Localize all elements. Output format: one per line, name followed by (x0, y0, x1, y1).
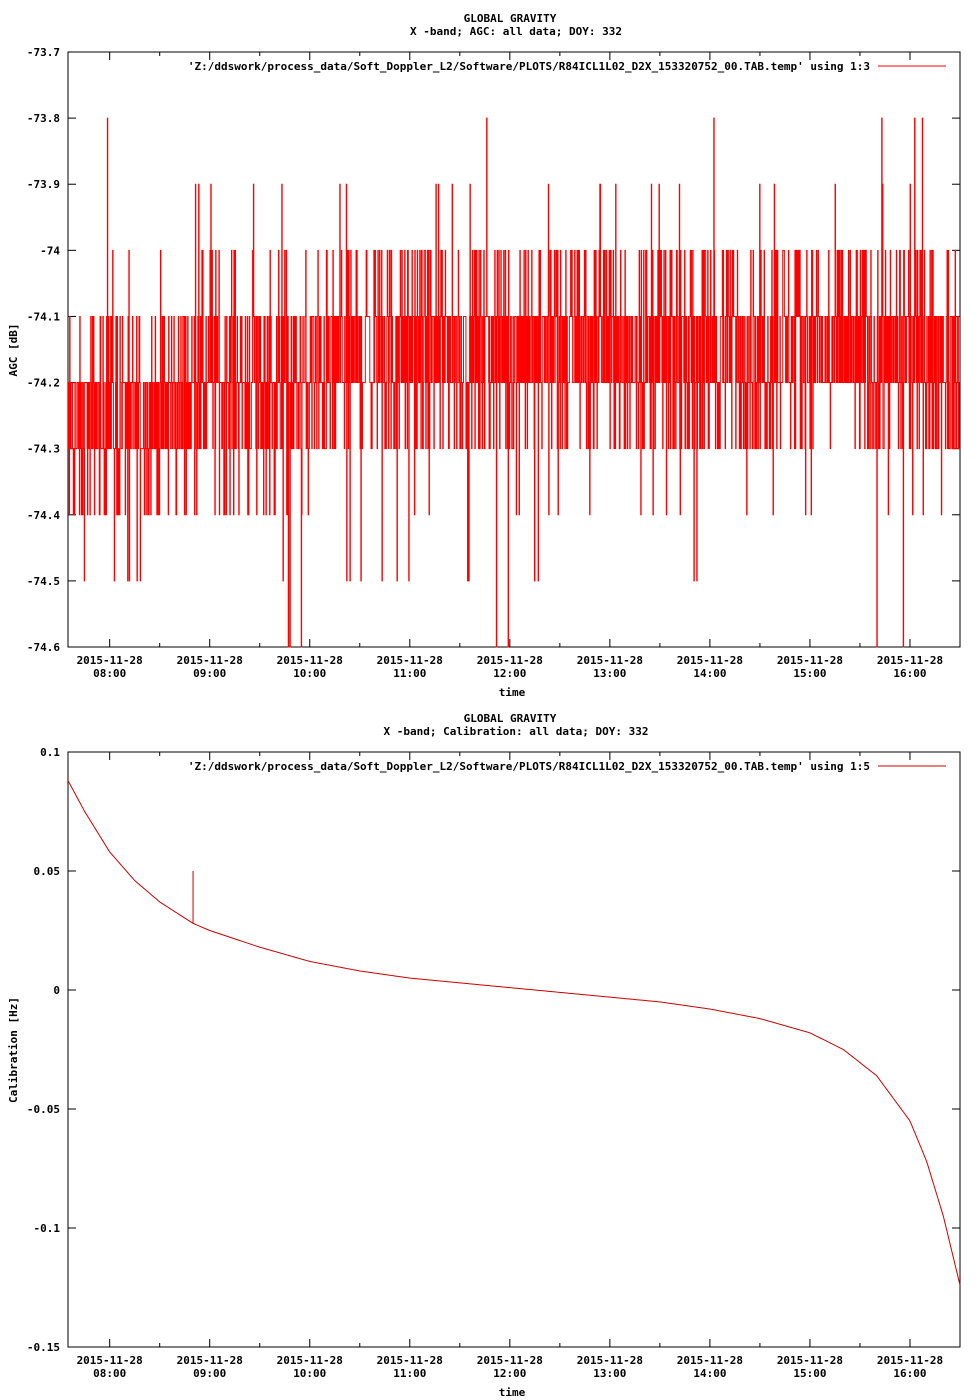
plot-area: -73.7 -73.8 -73.9 -74 -74.1 -74.2 -74.3 -74.4 -7… (27, 46, 961, 680)
x-tick-label-date: 2015-11-28 (277, 654, 343, 667)
x-tick-label-date: 2015-11-28 (177, 654, 243, 667)
chart-subtitle: X -band; Calibration: all data; DOY: 332 (384, 725, 649, 738)
chart-subtitle: X -band; AGC: all data; DOY: 332 (410, 25, 622, 38)
x-tick-label-time: 09:00 (193, 667, 226, 680)
plot-area: 0.10.050-0.05-0.1-0.152015-11-2808:00201… (27, 746, 961, 1380)
x-tick-label-date: 2015-11-28 (877, 1354, 943, 1367)
y-tick-label: -0.15 (27, 1341, 60, 1354)
x-tick-label-time: 11:00 (393, 667, 426, 680)
x-tick-label-date: 2015-11-28 (777, 654, 843, 667)
x-tick-label-date: 2015-11-28 (677, 1354, 743, 1367)
y-axis-label: AGC [dB] (7, 324, 20, 377)
x-tick-label-date: 2015-11-28 (377, 654, 443, 667)
calibration-chart: GLOBAL GRAVITY X -band; Calibration: all… (7, 712, 961, 1399)
x-tick-label-date: 2015-11-28 (77, 1354, 143, 1367)
x-tick-label-date: 2015-11-28 (377, 1354, 443, 1367)
x-axis-label: time (499, 686, 526, 699)
x-tick-label-time: 13:00 (593, 1367, 626, 1380)
x-tick-label-time: 08:00 (93, 1367, 126, 1380)
x-tick-label-date: 2015-11-28 (277, 1354, 343, 1367)
y-tick-label: -74.5 (27, 575, 60, 588)
x-tick-label-time: 16:00 (893, 1367, 926, 1380)
x-tick-label-date: 2015-11-28 (777, 1354, 843, 1367)
x-tick-label-time: 10:00 (293, 1367, 326, 1380)
legend-entry: 'Z:/ddswork/process_data/Soft_Doppler_L2… (188, 60, 870, 73)
plot-frame (67, 51, 961, 648)
agc-chart: GLOBAL GRAVITY X -band; AGC: all data; D… (7, 12, 961, 699)
series-line-agc (67, 117, 960, 648)
y-axis-label: Calibration [Hz] (7, 997, 20, 1103)
y-tick-label: -0.1 (34, 1222, 61, 1235)
x-tick-label-date: 2015-11-28 (477, 654, 543, 667)
y-tick-label: -74.3 (27, 443, 60, 456)
legend-entry: 'Z:/ddswork/process_data/Soft_Doppler_L2… (188, 760, 870, 773)
chart-title: GLOBAL GRAVITY (464, 712, 557, 725)
x-tick-label-time: 08:00 (93, 667, 126, 680)
y-tick-label: 0 (53, 984, 60, 997)
x-tick-label-date: 2015-11-28 (677, 654, 743, 667)
x-tick-label-time: 14:00 (693, 667, 726, 680)
x-tick-label-date: 2015-11-28 (177, 1354, 243, 1367)
y-tick-label: -73.9 (27, 178, 60, 191)
x-tick-label-time: 14:00 (693, 1367, 726, 1380)
y-tick-label: -0.05 (27, 1103, 60, 1116)
x-axis-label: time (499, 1386, 526, 1399)
y-tick-label: -74.1 (27, 310, 60, 323)
x-tick-label-time: 15:00 (793, 667, 826, 680)
y-tick-label: -74.2 (27, 377, 60, 390)
x-tick-label-time: 13:00 (593, 667, 626, 680)
chart-title: GLOBAL GRAVITY (464, 12, 557, 25)
y-tick-label: -74 (40, 244, 60, 257)
x-tick-label-time: 11:00 (393, 1367, 426, 1380)
x-tick-label-time: 15:00 (793, 1367, 826, 1380)
series-line-calibration (67, 780, 961, 1286)
x-tick-label-time: 09:00 (193, 1367, 226, 1380)
x-tick-label-date: 2015-11-28 (577, 1354, 643, 1367)
x-tick-label-date: 2015-11-28 (877, 654, 943, 667)
x-tick-label-date: 2015-11-28 (477, 1354, 543, 1367)
y-tick-label: 0.05 (34, 865, 61, 878)
y-tick-label: -73.8 (27, 112, 60, 125)
x-tick-label-time: 12:00 (493, 667, 526, 680)
y-tick-label: -74.4 (27, 509, 60, 522)
x-tick-label-time: 16:00 (893, 667, 926, 680)
y-tick-label: -74.6 (27, 641, 60, 654)
x-tick-label-time: 10:00 (293, 667, 326, 680)
y-tick-label: 0.1 (40, 746, 60, 759)
x-tick-label-date: 2015-11-28 (577, 654, 643, 667)
x-tick-label-date: 2015-11-28 (77, 654, 143, 667)
x-tick-label-time: 12:00 (493, 1367, 526, 1380)
y-tick-label: -73.7 (27, 46, 60, 59)
plot-frame (67, 751, 961, 1348)
